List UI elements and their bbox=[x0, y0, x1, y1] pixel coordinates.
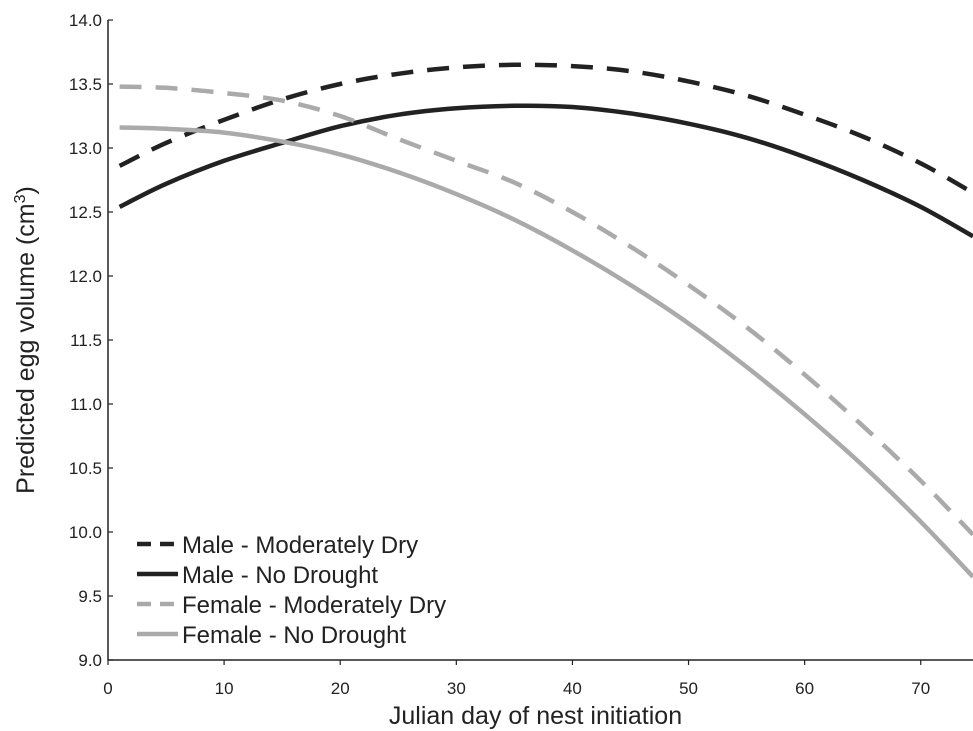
y-tick-label: 10.5 bbox=[69, 459, 102, 478]
legend-label: Female - No Drought bbox=[182, 622, 406, 649]
x-axis-title: Julian day of nest initiation bbox=[389, 702, 682, 730]
series-layer bbox=[118, 62, 973, 579]
y-tick-label: 14.0 bbox=[69, 11, 102, 30]
x-tick-label: 70 bbox=[911, 679, 930, 698]
y-tick-label: 12.0 bbox=[69, 267, 102, 286]
y-tick-label: 13.0 bbox=[69, 139, 102, 158]
axes: 9.0 9.5 10.0 10.5 11.0 11.5 12.0 12.5 13.0 13.5 14… bbox=[69, 11, 973, 698]
legend-label: Male - Moderately Dry bbox=[182, 532, 418, 559]
x-tick-label: 10 bbox=[215, 679, 234, 698]
x-tick-label: 40 bbox=[563, 679, 582, 698]
y-tick-label: 9.0 bbox=[78, 651, 102, 670]
x-tick-label: 30 bbox=[447, 679, 466, 698]
series-line bbox=[118, 62, 973, 195]
series-line bbox=[119, 125, 973, 579]
series-line bbox=[119, 84, 973, 537]
y-tick-label: 11.0 bbox=[70, 395, 102, 414]
legend: Male - Moderately Dry Male - No Drought Fe… bbox=[137, 532, 446, 649]
x-tick-label: 50 bbox=[679, 679, 698, 698]
y-tick-label: 13.5 bbox=[69, 75, 102, 94]
x-tick-label: 0 bbox=[103, 679, 112, 698]
y-tick-label: 11.5 bbox=[70, 331, 102, 350]
y-tick-label: 12.5 bbox=[69, 203, 102, 222]
legend-label: Male - No Drought bbox=[182, 562, 378, 589]
y-tick-label: 9.5 bbox=[78, 587, 102, 606]
series-line bbox=[118, 103, 973, 239]
x-tick-label: 20 bbox=[331, 679, 350, 698]
y-tick-label: 10.0 bbox=[69, 523, 102, 542]
legend-label: Female - Moderately Dry bbox=[182, 592, 446, 619]
y-axis-title: Predicted egg volume (cm3) bbox=[12, 186, 40, 494]
x-tick-label: 60 bbox=[795, 679, 814, 698]
